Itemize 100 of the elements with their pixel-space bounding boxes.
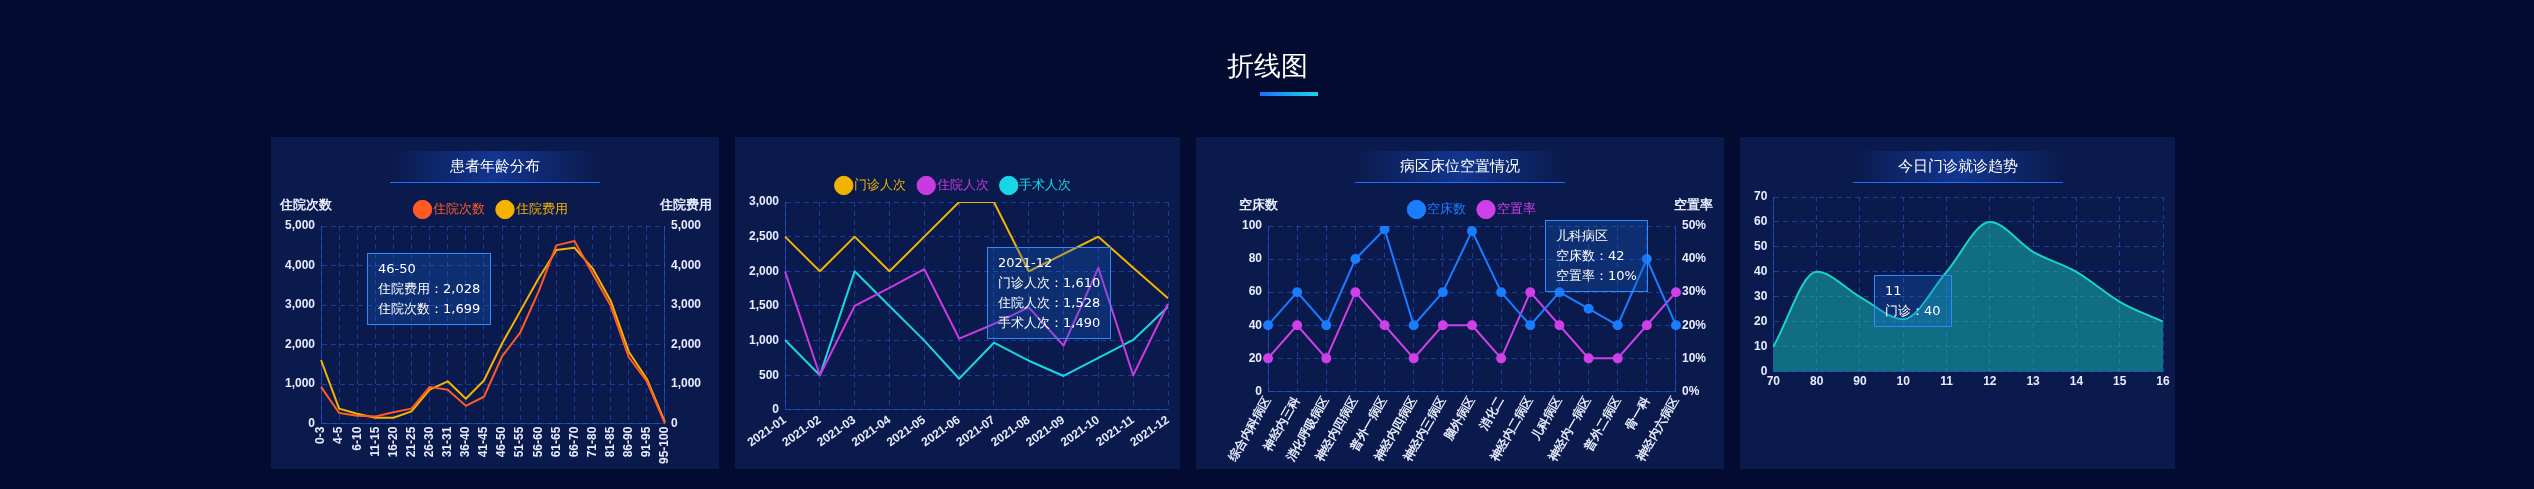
x-tick-label: 71-80 [584,426,599,458]
point [1583,303,1594,314]
y-tick-label: 0 [772,402,780,417]
x-tick-label: 4-5 [331,426,346,444]
annotation: 住院次数：1,699 [378,300,481,318]
y-tick-label: 2,500 [749,228,780,243]
annotation: 空床数：42 [1556,247,1626,265]
y2-tick-label: 2,000 [670,336,702,351]
annotation: 儿科病区 [1556,227,1609,245]
y2-tick-label: 0 [670,415,678,430]
y2-tick-label: 1,000 [670,376,702,391]
point [1292,320,1303,331]
point [1408,353,1419,364]
y2-tick-label: 50% [1681,218,1707,233]
point [1496,353,1507,364]
point [1379,226,1390,235]
point [1350,287,1361,298]
x-tick-label: 61-65 [548,426,563,458]
x-tick-label: 31-31 [440,426,455,458]
point [1321,320,1332,331]
text: 折线图 [1226,49,1308,83]
y-tick-label: 4,000 [285,257,316,272]
legend-label: 门诊人次 [854,177,907,193]
point [1292,287,1303,298]
point [1612,353,1623,364]
legend-label: 手术人次 [1019,177,1072,193]
point [1321,353,1332,364]
y-tick-label: 50 [1753,239,1768,254]
y2-axis-title: 空置率 [1674,196,1714,212]
y-tick-label: 5,000 [285,218,316,233]
annotation: 空置率：10% [1556,267,1637,285]
point [1670,320,1681,331]
y-axis-title: 住院次数 [279,196,334,212]
y-axis-title: 空床数 [1238,196,1279,212]
point [1525,320,1536,331]
annotation: 46-50 [378,260,417,278]
y-tick-label: 1,500 [749,298,780,313]
x-tick-label: 21-25 [403,426,418,458]
y-tick-label: 40 [1753,264,1768,279]
x-tick-label: 90 [1853,374,1867,389]
x-tick-label: 11 [1940,374,1954,389]
x-tick-label: 14 [2069,374,2084,389]
annotation: 11 [1885,282,1903,300]
y2-tick-label: 5,000 [670,218,702,233]
x-tick-label: 95-100 [657,426,672,465]
point [1437,320,1448,331]
x-tick-label: 70 [1766,374,1781,389]
y-tick-label: 100 [1241,218,1263,233]
point [1263,320,1274,331]
point [1350,254,1361,265]
point [1554,320,1565,331]
legend-label: 空置率 [1496,201,1536,217]
chart-title: 今日门诊就诊趋势 [1852,151,2063,183]
y-tick-label: 20 [1753,314,1768,329]
point [1379,320,1390,331]
chart-title: 病区床位空置情况 [1355,151,1565,183]
y2-tick-label: 4,000 [670,257,702,272]
x-tick-label: 13 [2026,374,2041,389]
point [1554,287,1565,298]
y-tick-label: 80 [1248,251,1263,266]
y-tick-label: 2,000 [285,336,316,351]
legend-label: 空床数 [1427,201,1466,217]
y-tick-label: 0 [1760,363,1768,378]
x-tick-label: 91-95 [639,426,654,458]
point [1583,353,1594,364]
point [1612,320,1623,331]
annotation: 门诊：40 [1885,302,1941,320]
y-tick-label: 1,000 [285,376,316,391]
y-tick-label: 0 [308,415,316,430]
point [1263,353,1274,364]
x-tick-label: 15 [2113,374,2127,389]
x-tick-label: 12 [1983,374,1997,389]
x-tick-label: 6-10 [349,426,364,451]
y-tick-label: 70 [1753,189,1768,204]
point [1525,287,1536,298]
y-tick-label: 60 [1248,284,1263,299]
y-tick-label: 3,000 [749,194,780,209]
y-tick-label: 60 [1753,214,1768,229]
x-tick-label: 41-45 [476,426,491,458]
y-tick-label: 1,000 [749,332,780,347]
x-tick-label: 36-40 [458,426,473,458]
y-tick-label: 2,000 [749,263,780,278]
x-tick-label: 11-15 [367,426,382,457]
point [1641,254,1652,265]
y-tick-label: 10 [1753,338,1768,353]
x-tick-label: 16 [2156,374,2170,389]
legend-label: 住院费用 [514,201,568,217]
x-tick-label: 81-85 [602,426,617,458]
y2-tick-label: 20% [1681,317,1707,332]
y2-tick-label: 10% [1681,350,1707,365]
x-tick-label: 46-50 [494,426,509,458]
legend-label: 住院次数 [432,201,485,217]
point [1408,320,1419,331]
y-tick-label: 20 [1248,350,1263,365]
point [1670,287,1681,298]
y2-tick-label: 0% [1681,383,1700,398]
y-tick-label: 30 [1753,289,1768,304]
y2-tick-label: 30% [1681,284,1707,299]
x-tick-label: 26-30 [421,426,436,458]
point [1467,226,1477,236]
